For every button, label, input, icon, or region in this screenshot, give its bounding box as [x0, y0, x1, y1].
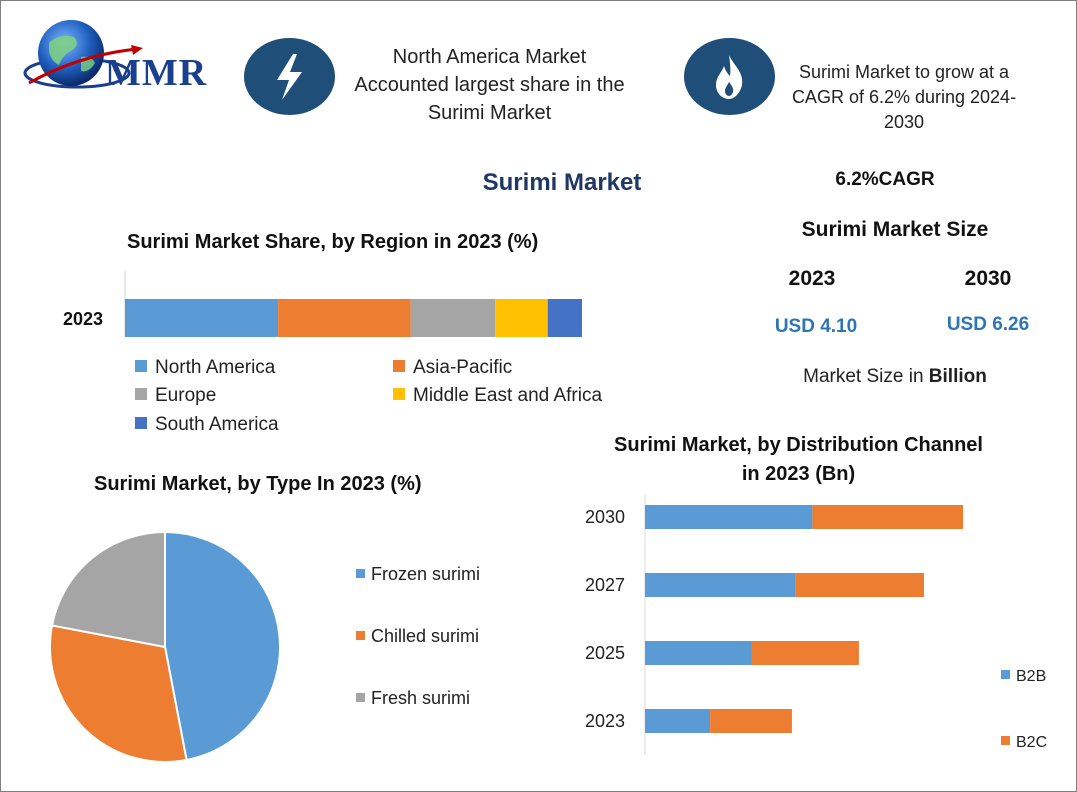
type-chart-title: Surimi Market, by Type In 2023 (%)	[94, 473, 422, 495]
logo-text: MMR	[105, 52, 208, 94]
fact1-line1: North America Market	[392, 46, 587, 68]
unit-bold: Billion	[928, 366, 987, 387]
legend-swatch	[135, 416, 147, 429]
cagr-fact: Surimi Market to grow at a CAGR of 6.2% …	[783, 60, 1025, 135]
region-bar-europe	[410, 299, 496, 337]
category-label-2025: 2025	[585, 643, 625, 663]
legend-asia-pacific: Asia-Pacific	[393, 357, 512, 379]
legend-label: B2C	[1016, 734, 1048, 751]
legend-b2c: B2C	[1001, 734, 1047, 752]
bar-b2b-2023	[645, 709, 711, 733]
pie-slice-chilled-surimi	[49, 624, 188, 763]
cagr-value: 6.2%CAGR	[835, 169, 935, 190]
legend-swatch	[1001, 736, 1010, 746]
legend-north-america: North America	[135, 357, 275, 379]
market-size-title: Surimi Market Size	[801, 218, 989, 241]
legend-swatch	[393, 387, 405, 400]
legend-swatch	[135, 387, 147, 400]
main-title: Surimi Market	[482, 169, 642, 196]
fact1-line3: Surimi Market	[427, 102, 552, 124]
bar-b2c-2030	[812, 505, 964, 529]
legend-label: Asia-Pacific	[413, 357, 513, 378]
distribution-chart-title: Surimi Market, by Distribution Channel i…	[576, 431, 1021, 489]
bar-b2b-2030	[645, 505, 813, 529]
bar-b2c-2027	[795, 573, 924, 597]
fact2-line1: Surimi Market to grow at a	[798, 62, 1010, 82]
distribution-title-line1: Surimi Market, by Distribution Channel	[614, 434, 983, 456]
pie-slice-frozen-surimi	[164, 530, 281, 762]
unit-prefix: Market Size in	[803, 366, 929, 387]
globe-icon	[23, 20, 143, 89]
year-2023-label: 2023	[788, 267, 836, 290]
flame-icon	[716, 55, 743, 99]
legend-middle-east-and-africa: Middle East and Africa	[393, 385, 602, 407]
region-bar-asia-pacific	[278, 299, 411, 337]
pie-slice-fresh-surimi	[50, 530, 166, 649]
legend-europe: Europe	[135, 385, 216, 407]
legend-label: Frozen surimi	[371, 564, 481, 584]
fact2-line2: CAGR of 6.2% during 2024-	[791, 87, 1017, 107]
bar-b2c-2023	[710, 709, 792, 733]
legend-fresh-surimi: Fresh surimi	[356, 688, 470, 709]
legend-chilled-surimi: Chilled surimi	[356, 626, 479, 647]
legend-south-america: South America	[135, 414, 279, 436]
region-chart-title: Surimi Market Share, by Region in 2023 (…	[127, 231, 539, 253]
north-america-fact: North America Market Accounted largest s…	[337, 43, 642, 127]
legend-swatch	[1001, 670, 1010, 680]
year-2030-label: 2030	[964, 267, 1012, 290]
region-bar-south-america	[547, 299, 582, 337]
legend-label: South America	[155, 414, 279, 435]
category-label-2030: 2030	[585, 507, 625, 527]
legend-swatch	[356, 568, 365, 578]
bar-b2b-2025	[645, 641, 752, 665]
market-size-unit: Market Size in Billion	[765, 366, 1025, 388]
legend-swatch	[135, 359, 147, 372]
value-2030: USD 6.26	[946, 314, 1030, 335]
lightning-badge	[244, 38, 335, 115]
legend-swatch	[393, 359, 405, 372]
legend-label: B2B	[1016, 668, 1047, 685]
fact1-line2: Accounted largest share in the	[354, 74, 625, 96]
legend-b2b: B2B	[1001, 668, 1046, 686]
value-2023: USD 4.10	[774, 316, 858, 337]
distribution-title-line2: in 2023 (Bn)	[741, 463, 856, 485]
legend-frozen-surimi: Frozen surimi	[356, 564, 480, 585]
legend-swatch	[356, 692, 365, 702]
fact2-line3: 2030	[883, 112, 925, 132]
lightning-icon	[277, 54, 302, 100]
category-label-2023: 2023	[585, 711, 625, 731]
type-pie-chart	[49, 530, 281, 763]
bar-b2b-2027	[645, 573, 796, 597]
region-chart: 2023	[63, 271, 582, 337]
legend-label: Chilled surimi	[371, 626, 480, 646]
legend-label: Fresh surimi	[371, 688, 471, 708]
region-category-label: 2023	[63, 309, 103, 329]
mmr-logo: MMR	[19, 15, 219, 95]
bar-b2c-2025	[751, 641, 859, 665]
legend-label: North America	[155, 357, 276, 378]
legend-label: Middle East and Africa	[413, 385, 603, 406]
region-bar-north-america	[125, 299, 279, 337]
category-label-2027: 2027	[585, 575, 625, 595]
region-bar-middle-east-and-africa	[495, 299, 548, 337]
legend-swatch	[356, 630, 365, 640]
legend-label: Europe	[155, 385, 217, 406]
distribution-chart: 2030 2027 2025 2023	[585, 495, 964, 755]
flame-badge	[684, 38, 775, 115]
